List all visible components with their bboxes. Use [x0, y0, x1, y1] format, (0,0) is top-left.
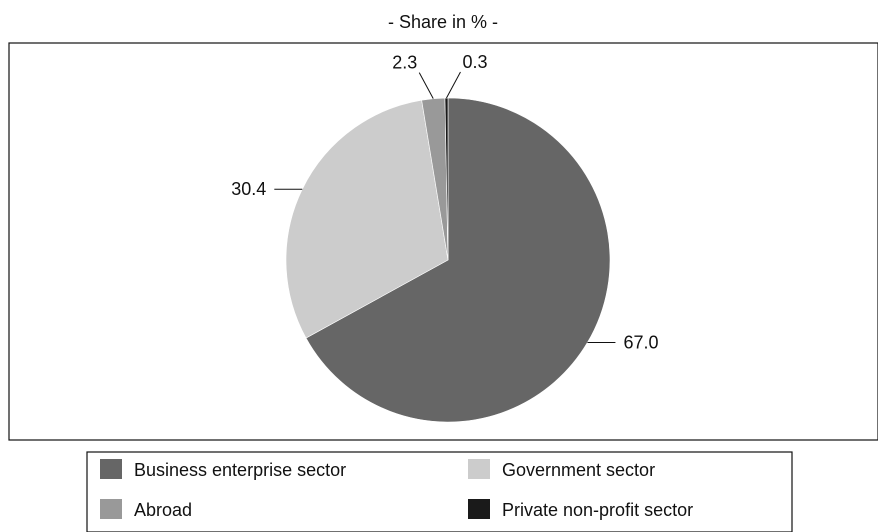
pie-slices	[285, 97, 611, 423]
pie-slice-government-sector	[285, 99, 449, 339]
value-label-government-sector: 30.4	[231, 179, 266, 199]
legend-label-private-non-profit-sector: Private non-profit sector	[502, 500, 693, 520]
slice-labels: 67.0 30.4 2.3 0.3	[231, 52, 658, 352]
legend-label-business-enterprise-sector: Business enterprise sector	[134, 460, 346, 480]
legend-label-government-sector: Government sector	[502, 460, 655, 480]
legend: Business enterprise sector Government sec…	[100, 459, 693, 520]
leader-line-abroad	[418, 72, 434, 99]
legend-swatch-abroad	[100, 499, 122, 519]
legend-swatch-private-non-profit-sector	[468, 499, 490, 519]
value-label-business-enterprise-sector: 67.0	[623, 332, 658, 352]
pie-slice-business-enterprise-sector	[305, 97, 611, 423]
legend-box	[86, 451, 793, 532]
legend-swatch-government-sector	[468, 459, 490, 479]
legend-label-abroad: Abroad	[134, 500, 192, 520]
chart-title: - Share in % -	[388, 12, 498, 32]
leader-line-private-non-profit-sector	[446, 71, 461, 99]
value-label-private-non-profit-sector: 0.3	[462, 52, 487, 72]
legend-swatch-business-enterprise-sector	[100, 459, 122, 479]
value-label-abroad: 2.3	[392, 53, 417, 73]
